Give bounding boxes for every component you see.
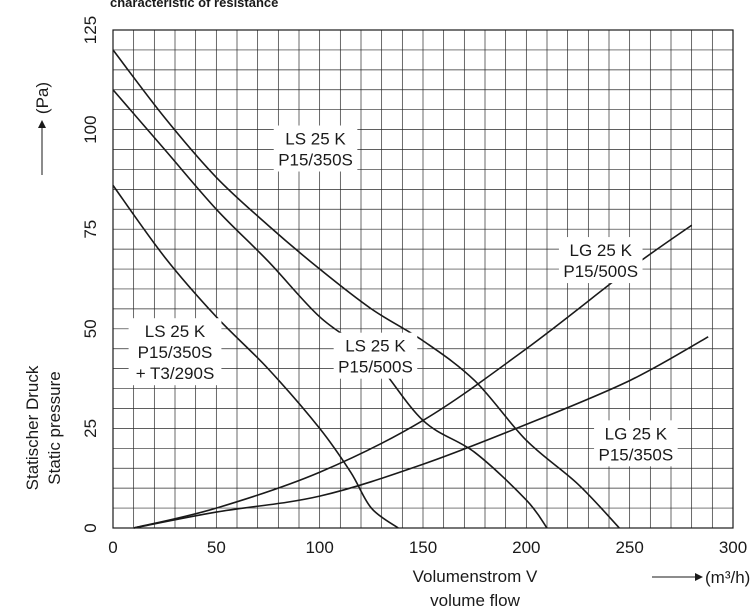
curve-labels: LS 25 K P15/350S LS 25 K P15/500S LS 25 K P15…	[128, 125, 678, 467]
curve-label-line: P15/350S	[599, 445, 674, 464]
y-axis-label-en: Static pressure	[45, 371, 64, 484]
curve-label-3: LS 25 K P15/350S + T3/290S	[128, 318, 222, 386]
curve-series-3	[112, 184, 399, 529]
y-tick-label: 25	[81, 419, 100, 438]
y-tick-label: 75	[81, 220, 100, 239]
tick-labels: 0 50 100 150 200 250 300 0 25 50 75 100 125	[81, 16, 747, 557]
curve-label-line: P15/350S	[278, 151, 353, 170]
curve-label-line: LS 25 K	[285, 130, 346, 149]
x-axis-label-en: volume flow	[430, 591, 520, 610]
curve-label-line: + T3/290S	[136, 364, 215, 383]
x-tick-label: 50	[207, 538, 226, 557]
curve-label-line: P15/350S	[138, 343, 213, 362]
x-unit: (m³/h)	[705, 568, 750, 587]
x-tick-label: 250	[615, 538, 643, 557]
curve-label-4: LG 25 K P15/500S	[558, 237, 643, 284]
curve-label-background	[273, 125, 358, 172]
curve-series-1	[112, 49, 620, 529]
curve-label-background	[558, 237, 643, 284]
x-tick-label: 200	[512, 538, 540, 557]
curve-label-1: LS 25 K P15/350S	[273, 125, 358, 172]
curve-label-background	[128, 318, 222, 386]
curve-label-line: LG 25 K	[570, 241, 633, 260]
x-tick-label: 150	[409, 538, 437, 557]
curve-label-5: LG 25 K P15/350S	[594, 420, 678, 467]
curve-label-line: LG 25 K	[605, 424, 668, 443]
x-axis-label: Volumenstrom V	[413, 567, 538, 586]
plot-frame	[112, 29, 734, 529]
x-tick-label: 100	[305, 538, 333, 557]
y-unit: (Pa)	[33, 82, 52, 114]
y-axis-label: Statischer Druck	[23, 365, 42, 490]
grid	[112, 29, 734, 529]
curve-label-line: P15/500S	[338, 358, 413, 377]
y-tick-label: 100	[81, 115, 100, 143]
curve-label-2: LS 25 K P15/500S	[333, 332, 418, 379]
x-tick-label: 0	[108, 538, 117, 557]
curve-label-line: LS 25 K	[345, 337, 406, 356]
curve-label-background	[594, 420, 678, 467]
y-tick-label: 125	[81, 16, 100, 44]
y-unit-arrow	[38, 120, 46, 175]
curve-label-line: P15/500S	[563, 262, 638, 281]
y-tick-label: 50	[81, 319, 100, 338]
curve-label-line: LS 25 K	[145, 322, 206, 341]
x-unit-arrow	[652, 573, 703, 581]
chart-title: characteristic of resistance	[110, 0, 278, 10]
curve-label-background	[333, 332, 418, 379]
curve-series-5	[133, 336, 709, 529]
x-tick-label: 300	[719, 538, 747, 557]
y-tick-label: 0	[81, 523, 100, 532]
